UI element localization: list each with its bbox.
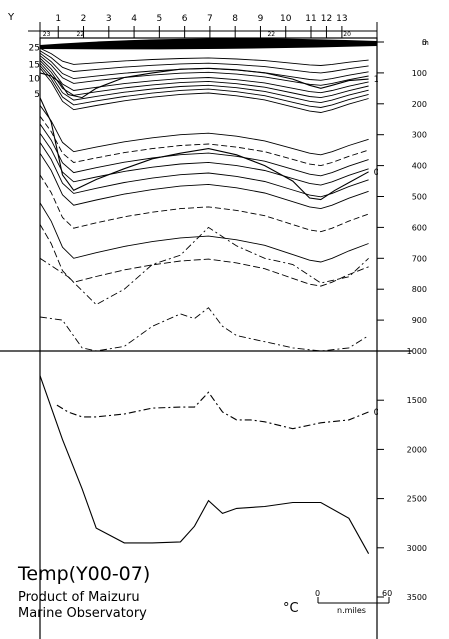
station-label: 1 [55, 14, 61, 24]
isotherm-label: 0.5 [374, 168, 388, 178]
station-label: 11 [305, 14, 316, 24]
station-label: 4 [131, 14, 137, 24]
deep-isotherm-line [40, 375, 370, 554]
depth-tick-label: 2000 [407, 445, 427, 454]
left-temp-label: 10 [29, 75, 41, 85]
isotherm-contour [40, 142, 369, 198]
isotherm-contour [40, 226, 369, 306]
isotherm-contour [40, 132, 369, 186]
top-temp-label: 22 [267, 31, 275, 38]
top-temp-label: 22 [77, 31, 85, 38]
station-label: 3 [106, 14, 112, 24]
isotherm-label: 0.1 [374, 408, 388, 418]
left-temp-label: 5 [34, 90, 40, 100]
isotherm-contour [40, 202, 369, 263]
station-label: 5 [156, 14, 162, 24]
depth-axis: 0 100 200 300 400 500 600 700 800 900 1000 1500 2000… [377, 38, 429, 602]
depth-tick-label: 100 [412, 69, 427, 78]
station-label: 13 [336, 14, 347, 24]
depth-unit: m [422, 39, 429, 47]
depth-tick-label: 500 [412, 193, 427, 202]
depth-tick-label: 2500 [407, 495, 427, 504]
isotherm-contour [40, 152, 369, 210]
station-label: 12 [321, 14, 332, 24]
station-label: 9 [258, 14, 264, 24]
line-label: Y [7, 12, 15, 23]
depth-tick-label: 900 [412, 316, 427, 325]
credit-line-2: Marine Observatory [18, 606, 147, 621]
sea-surface-band [40, 38, 377, 50]
station-label: 7 [207, 14, 213, 24]
isotherm-line-0-5 [40, 97, 369, 201]
station-axis: Y 1 2 3 4 5 6 7 8 9 10 11 12 13 [7, 12, 378, 38]
isotherm-contour [40, 174, 369, 233]
isotherm-line-0-1 [56, 391, 369, 430]
isotherm-contour [40, 62, 369, 104]
chart-title: Temp(Y00-07) [17, 563, 150, 585]
depth-tick-label: 3000 [407, 544, 427, 553]
isotherm-contour [40, 55, 369, 86]
isotherm-contour [40, 52, 369, 81]
depth-tick-label: 200 [412, 100, 427, 109]
station-label: 10 [280, 14, 292, 24]
isotherm-contour [40, 115, 369, 167]
unit-label: °C [283, 601, 299, 616]
distance-scale-bar: 0 60 n.miles [315, 589, 392, 615]
left-temp-label: 15 [29, 61, 40, 71]
depth-tick-label: 400 [412, 162, 427, 171]
isotherm-contour [40, 105, 369, 156]
depth-tick-label: 800 [412, 285, 427, 294]
depth-tick-label: 3500 [407, 593, 427, 602]
depth-tick-label: 700 [412, 254, 427, 263]
isotherm-contour [40, 307, 369, 352]
isotherm-contour [40, 67, 369, 113]
scale-end-label: 60 [382, 589, 392, 598]
top-temp-label: 20 [343, 31, 351, 38]
credit-line-1: Product of Maizuru [18, 590, 140, 605]
station-label: 6 [182, 14, 188, 24]
plot-frame [39, 37, 378, 639]
station-label: 2 [81, 14, 87, 24]
isotherm-contour [40, 47, 369, 66]
scale-start-label: 0 [315, 589, 320, 598]
isotherm-contour [40, 224, 369, 287]
isotherm-contour [40, 123, 369, 177]
depth-tick-label: 300 [412, 131, 427, 140]
depth-tick-label: 600 [412, 223, 427, 232]
top-temperature-labels: 23 22 22 20 [43, 31, 351, 38]
isotherm-contour [40, 50, 369, 74]
isotherm-contour [40, 65, 369, 108]
depth-tick-label: 0 [422, 38, 427, 47]
station-label: 8 [232, 14, 238, 24]
top-temp-label: 23 [43, 31, 51, 38]
depth-tick-label: 1500 [407, 396, 427, 405]
scale-unit-label: n.miles [337, 606, 366, 615]
isotherm-line-1 [40, 67, 369, 99]
isotherm-contour [40, 57, 369, 94]
left-temperature-labels: 25 15 10 5 [29, 44, 41, 100]
isotherm-label: 1 [374, 75, 380, 85]
depth-tick-label: 1000 [407, 347, 427, 356]
isotherm-contour [40, 60, 369, 99]
isotherm-contours [40, 47, 369, 352]
isotherm-series: 1 0.5 0.1 [40, 67, 388, 554]
left-temp-label: 25 [29, 44, 40, 54]
